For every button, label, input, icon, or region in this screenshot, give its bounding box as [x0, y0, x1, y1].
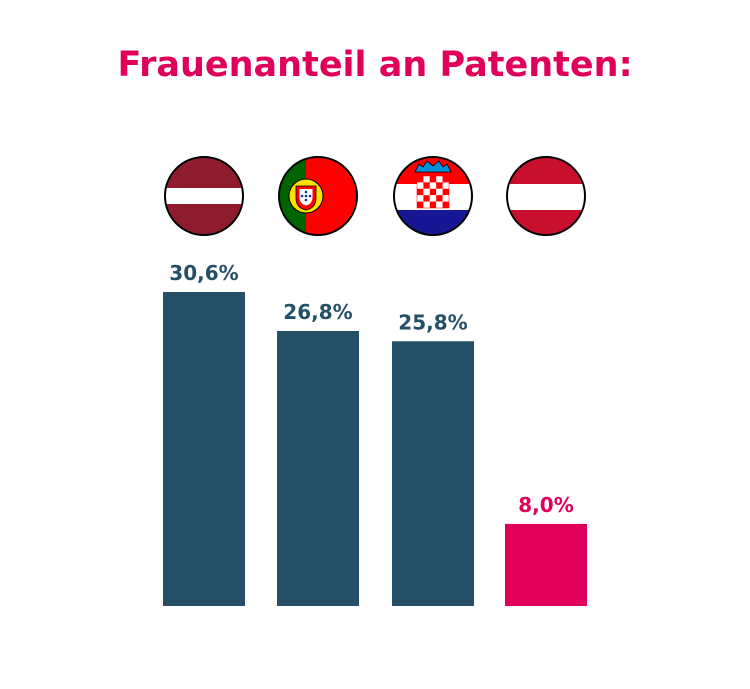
- bar-lettland: [163, 292, 245, 606]
- portugal-flag-icon: [279, 157, 359, 237]
- value-label-lettland: 30,6%: [169, 261, 238, 285]
- croatia-flag-icon: [394, 157, 474, 237]
- value-label-portugal: 26,8%: [283, 300, 352, 324]
- bar-kroatien: [392, 341, 474, 606]
- value-label-kroatien: 25,8%: [398, 310, 467, 334]
- bar-österreich: [505, 524, 587, 606]
- latvia-flag-icon: [165, 157, 245, 237]
- value-label-österreich: 8,0%: [518, 493, 573, 517]
- bar-portugal: [277, 331, 359, 606]
- austria-flag-icon: [507, 157, 587, 237]
